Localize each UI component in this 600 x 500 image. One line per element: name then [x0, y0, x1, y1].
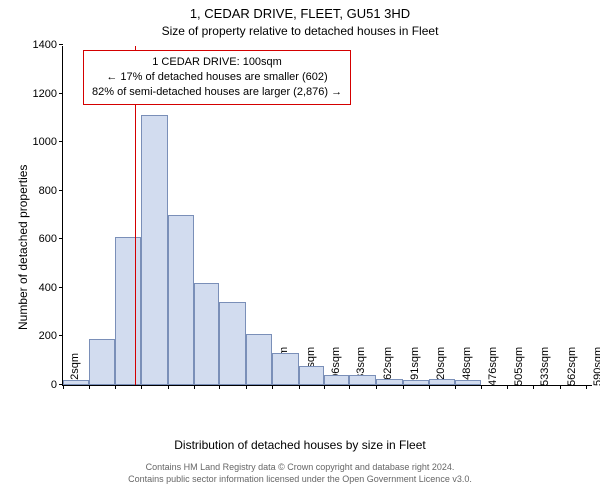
x-tick-label: 505sqm	[513, 347, 525, 392]
x-tick-mark	[349, 385, 350, 389]
x-tick-mark	[481, 385, 482, 389]
x-tick-mark	[533, 385, 534, 389]
histogram-bar	[349, 375, 376, 385]
x-tick-label: 306sqm	[330, 347, 342, 392]
x-tick-label: 533sqm	[539, 347, 551, 392]
x-tick-mark	[219, 385, 220, 389]
x-tick-mark	[455, 385, 456, 389]
x-tick-mark	[586, 385, 587, 389]
y-tick-label: 800	[39, 185, 63, 197]
y-tick-label: 1000	[33, 136, 63, 148]
x-tick-mark	[89, 385, 90, 389]
histogram-bar	[324, 375, 349, 385]
x-tick-label: 362sqm	[382, 347, 394, 392]
y-tick-label: 1400	[33, 39, 63, 51]
histogram-bar	[168, 215, 194, 385]
histogram-bar	[115, 237, 141, 385]
histogram-bar	[63, 380, 89, 385]
histogram-bar	[246, 334, 272, 385]
x-tick-label: 562sqm	[566, 347, 578, 392]
annotation-line: 1 CEDAR DRIVE: 100sqm	[92, 55, 342, 70]
attribution-footer: Contains HM Land Registry data © Crown c…	[0, 462, 600, 485]
histogram-bar	[219, 302, 246, 385]
x-tick-label: 391sqm	[409, 347, 421, 392]
y-tick-label: 0	[51, 379, 63, 391]
chart-container: 1, CEDAR DRIVE, FLEET, GU51 3HD Size of …	[0, 0, 600, 500]
y-tick-mark	[59, 141, 63, 142]
x-tick-label: 476sqm	[487, 347, 499, 392]
y-tick-label: 400	[39, 282, 63, 294]
histogram-bar	[194, 283, 220, 385]
annotation-box: 1 CEDAR DRIVE: 100sqm← 17% of detached h…	[83, 50, 351, 105]
x-axis-label: Distribution of detached houses by size …	[0, 438, 600, 452]
x-tick-label: 420sqm	[435, 347, 447, 392]
histogram-bar	[403, 380, 430, 385]
x-tick-mark	[560, 385, 561, 389]
y-tick-mark	[59, 287, 63, 288]
y-tick-label: 1200	[33, 88, 63, 100]
x-tick-mark	[141, 385, 142, 389]
x-tick-mark	[272, 385, 273, 389]
y-axis-label: Number of detached properties	[16, 165, 30, 330]
annotation-line: ← 17% of detached houses are smaller (60…	[92, 70, 342, 85]
histogram-bar	[141, 115, 168, 385]
x-tick-mark	[63, 385, 64, 389]
x-tick-mark	[507, 385, 508, 389]
x-tick-mark	[115, 385, 116, 389]
y-tick-mark	[59, 190, 63, 191]
histogram-bar	[429, 379, 455, 385]
x-tick-mark	[376, 385, 377, 389]
annotation-line: 82% of semi-detached houses are larger (…	[92, 85, 342, 100]
x-tick-mark	[246, 385, 247, 389]
x-tick-mark	[299, 385, 300, 389]
histogram-bar	[89, 339, 116, 385]
y-tick-mark	[59, 335, 63, 336]
x-tick-label: 333sqm	[355, 347, 367, 392]
x-tick-label: 448sqm	[461, 347, 473, 392]
x-tick-mark	[403, 385, 404, 389]
y-tick-mark	[59, 238, 63, 239]
y-tick-label: 600	[39, 233, 63, 245]
histogram-bar	[299, 366, 325, 385]
x-tick-mark	[429, 385, 430, 389]
chart-title: 1, CEDAR DRIVE, FLEET, GU51 3HD	[0, 6, 600, 21]
chart-subtitle: Size of property relative to detached ho…	[0, 24, 600, 38]
footer-line: Contains HM Land Registry data © Crown c…	[0, 462, 600, 474]
x-tick-mark	[168, 385, 169, 389]
x-tick-label: 22sqm	[69, 353, 81, 392]
histogram-bar	[272, 353, 299, 385]
y-tick-label: 200	[39, 330, 63, 342]
histogram-bar	[455, 380, 481, 385]
y-tick-mark	[59, 93, 63, 94]
x-tick-mark	[324, 385, 325, 389]
x-tick-label: 590sqm	[592, 347, 600, 392]
footer-line: Contains public sector information licen…	[0, 474, 600, 486]
histogram-bar	[376, 379, 403, 385]
y-tick-mark	[59, 44, 63, 45]
x-tick-mark	[194, 385, 195, 389]
